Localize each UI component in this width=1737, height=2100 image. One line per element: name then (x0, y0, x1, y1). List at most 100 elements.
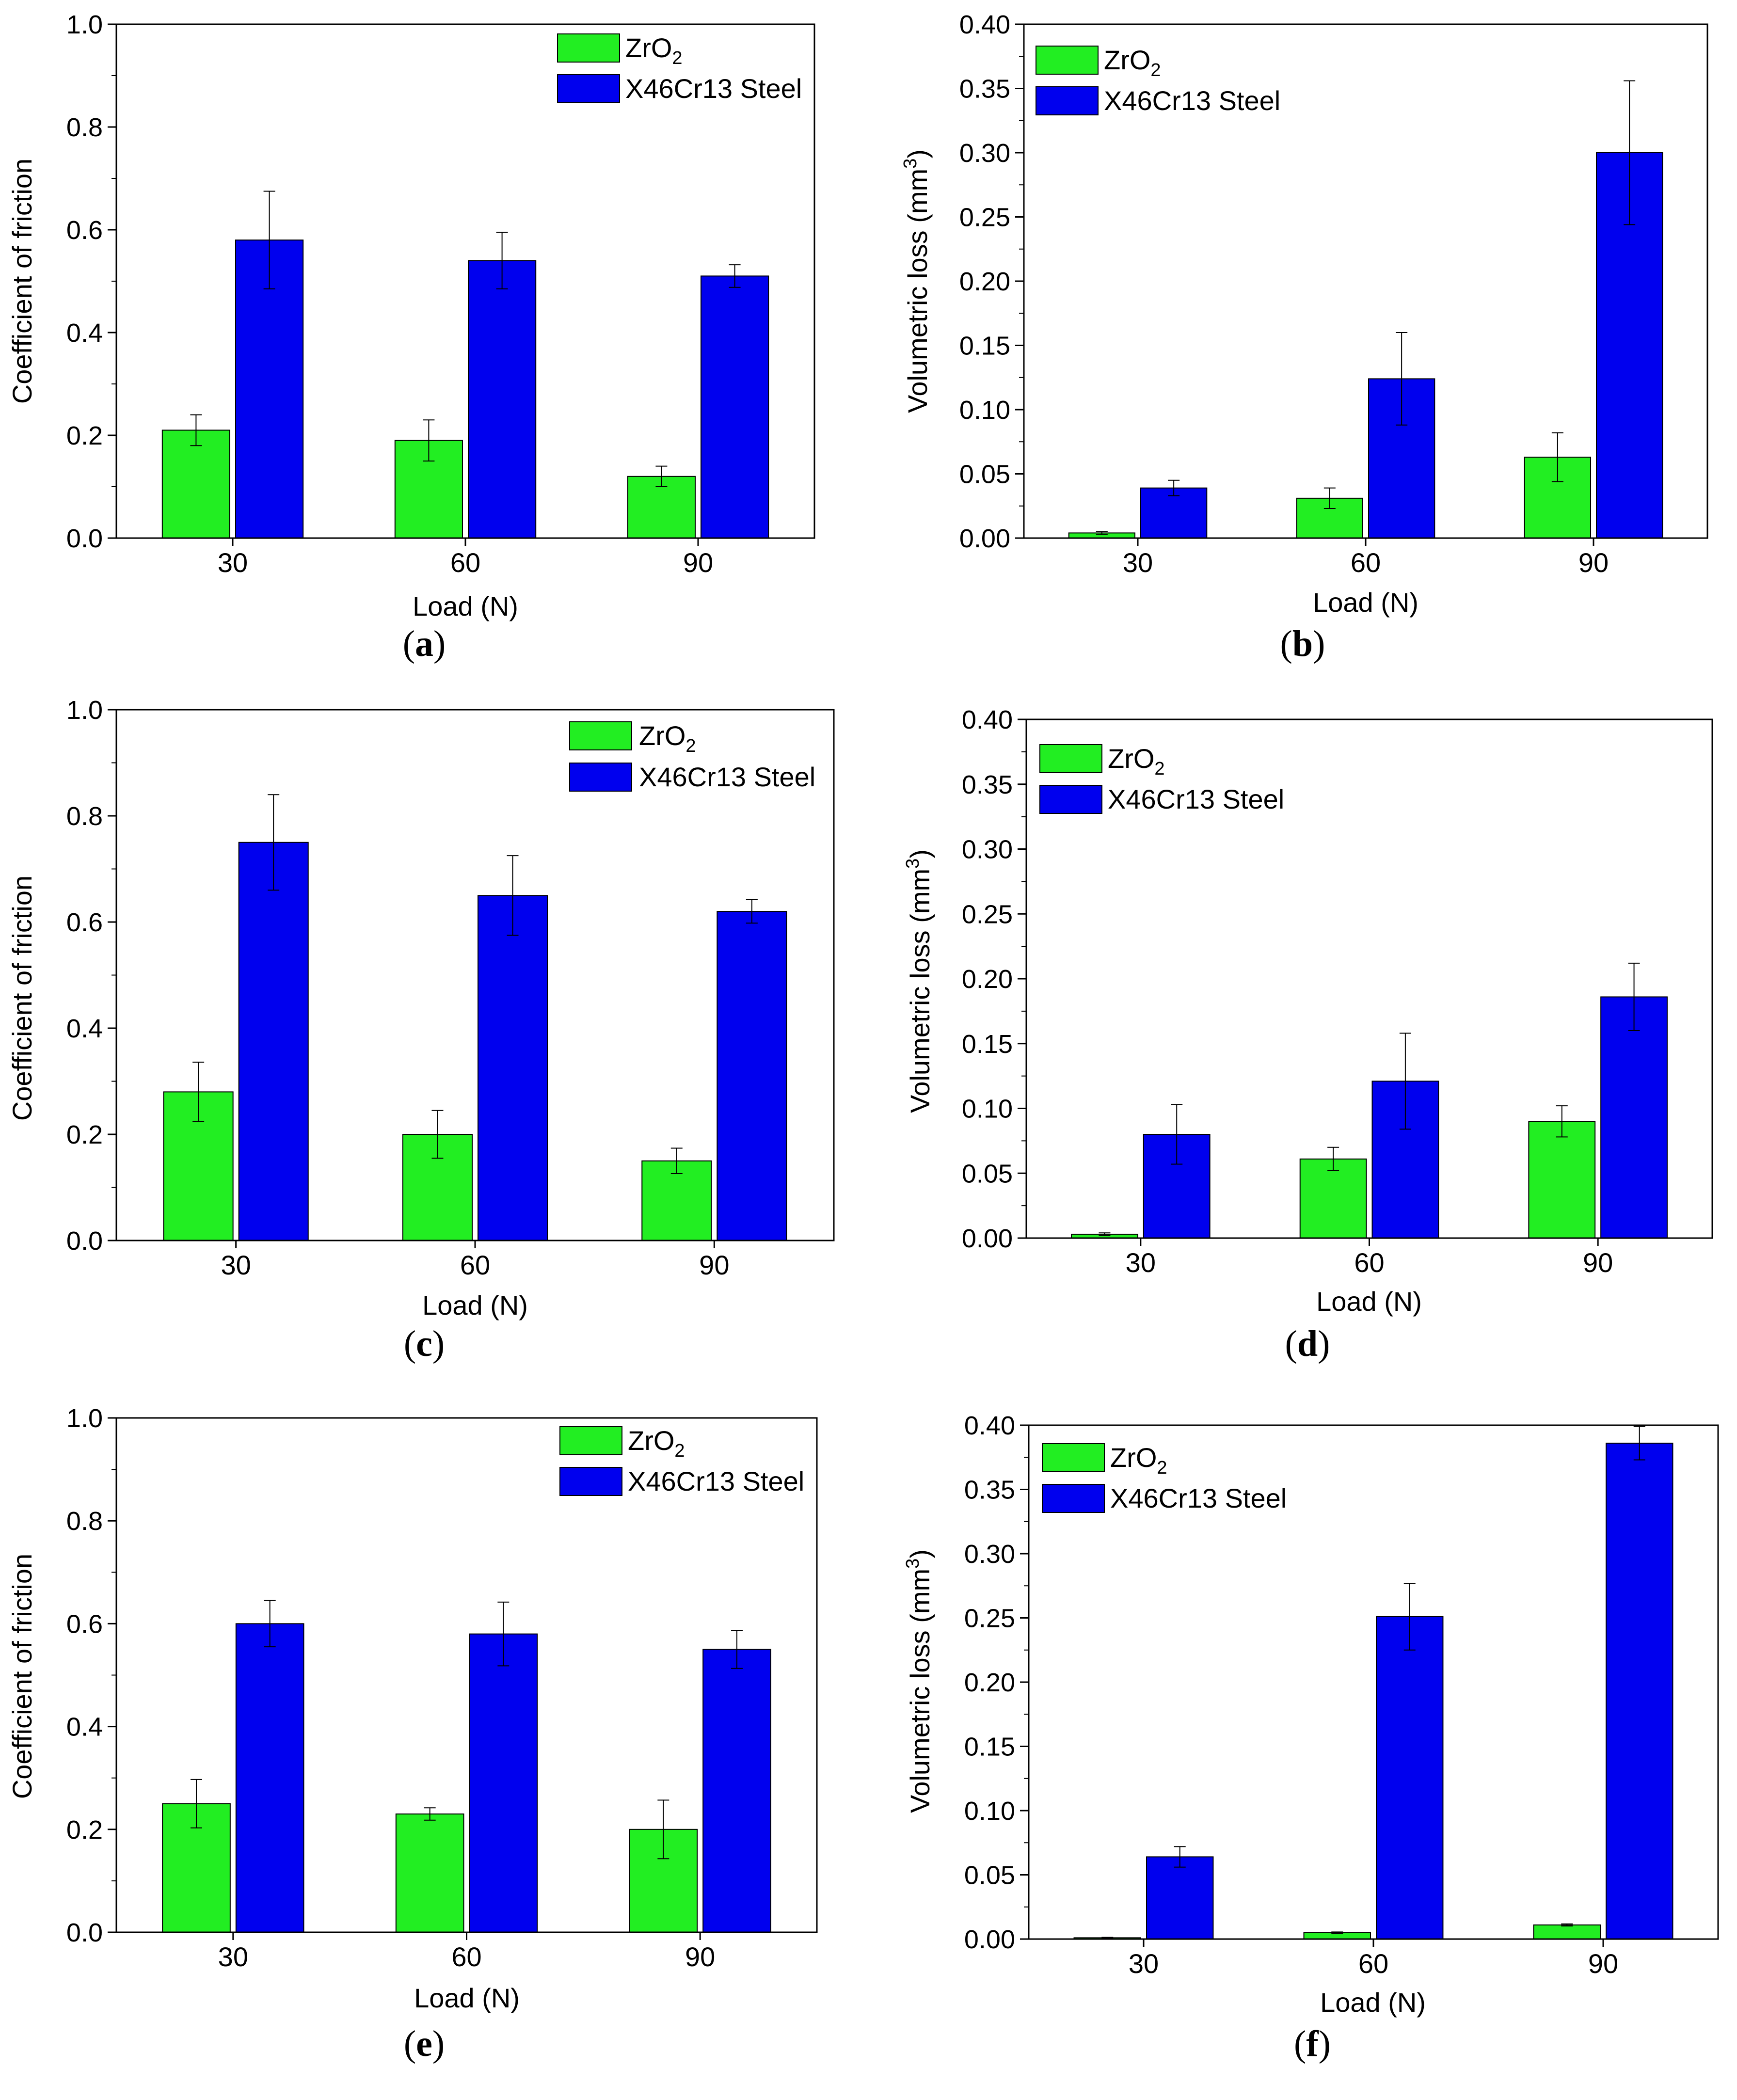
chart-panel-e: 30 60 90 0.0 0.2 0.4 0.6 0.8 1.0 Coefficient of … (0, 1400, 868, 2100)
x-tick-label: 90 (683, 547, 713, 578)
bar-zro2-30 (161, 430, 230, 539)
legend-label-steel: X46Cr13 Steel (639, 762, 815, 792)
x-tick-label: 60 (1354, 1247, 1384, 1278)
y-tick-label: 0.10 (964, 1797, 1015, 1826)
y-tick-label: 0.00 (959, 524, 1010, 553)
caption-f: (f) (1294, 2023, 1331, 2064)
bar-steel-30 (235, 1623, 304, 1933)
bar-zro2-90 (641, 1160, 712, 1241)
x-tick-label: 90 (699, 1250, 729, 1280)
bar-steel-90 (702, 1649, 771, 1933)
x-axis-label: Load (N) (1320, 1987, 1426, 2018)
legend-label-zro2: ZrO2 (1108, 743, 1165, 779)
y-tick-label: 0.30 (962, 835, 1013, 864)
y-tick-label: 0.30 (964, 1540, 1015, 1569)
x-tick-label: 30 (218, 547, 248, 578)
bar-zro2-90 (627, 476, 696, 539)
bar-steel-60 (478, 895, 548, 1241)
plot-area: 30 60 90 0.0 0.2 0.4 0.6 0.8 1.0 (66, 10, 815, 578)
chart-panel-b: 30 60 90 0.00 0.05 0.10 0.15 0.20 0.25 0.30 0.35 0.… (869, 0, 1737, 700)
x-tick-label: 90 (1588, 1948, 1618, 1979)
y-tick-label: 0.8 (66, 802, 103, 831)
y-axis-label: Coefficient of friction (7, 1554, 37, 1799)
y-tick-label: 0.10 (959, 396, 1010, 425)
caption-a: (a) (402, 623, 446, 664)
legend-label-zro2: ZrO2 (1104, 45, 1161, 80)
x-tick-label: 90 (685, 1941, 715, 1972)
bar-steel-90 (1606, 1443, 1673, 1940)
bar-zro2-60 (1299, 1158, 1367, 1239)
bar-steel-60 (469, 1633, 538, 1933)
y-tick-label: 0.15 (964, 1733, 1015, 1762)
bar-steel-60 (1376, 1616, 1444, 1940)
y-tick-label: 1.0 (66, 696, 103, 725)
bar-steel-90 (701, 275, 769, 539)
y-tick-label: 0.00 (962, 1224, 1013, 1253)
y-tick-label: 0.0 (66, 524, 103, 553)
legend-swatch-steel (559, 1467, 622, 1496)
bar-zro2-60 (395, 1813, 464, 1933)
y-tick-label: 0.2 (66, 1815, 103, 1845)
y-tick-label: 0.20 (962, 965, 1013, 994)
y-tick-label: 0.4 (66, 318, 103, 348)
x-axis-label: Load (N) (413, 591, 518, 621)
plot-frame (115, 23, 815, 539)
caption-d: (d) (1285, 1323, 1330, 1364)
plot-frame (1028, 1424, 1719, 1940)
y-tick-label: 0.15 (962, 1030, 1013, 1059)
plot-area: 30 60 90 0.00 0.05 0.10 0.15 0.20 0.25 0.30 0.35 0.… (962, 705, 1713, 1278)
legend-label-zro2: ZrO2 (628, 1425, 685, 1461)
x-tick-label: 90 (1583, 1247, 1613, 1278)
y-tick-label: 0.15 (959, 332, 1010, 361)
chart-d-svg: 30 60 90 0.00 0.05 0.10 0.15 0.20 0.25 0.30 0.35 0.… (903, 705, 1713, 1317)
x-tick-label: 30 (218, 1941, 248, 1972)
caption-e: (e) (403, 2023, 445, 2064)
chart-f-svg: 30 60 90 0.00 0.05 0.10 0.15 0.20 0.25 0.30 0.35 0.… (903, 1411, 1719, 2018)
y-tick-label: 0.40 (964, 1411, 1015, 1440)
plot-area: 30 60 90 0.00 0.05 0.10 0.15 0.20 0.25 0.30 0.35 0.… (964, 1411, 1719, 1979)
x-tick-label: 60 (450, 547, 480, 578)
x-tick-label: 90 (1578, 547, 1609, 578)
y-tick-label: 1.0 (66, 1404, 103, 1433)
y-tick-label: 1.0 (66, 10, 103, 39)
bar-steel-90 (717, 911, 787, 1241)
legend-label-steel: X46Cr13 Steel (1110, 1483, 1287, 1513)
legend-swatch-zro2 (559, 1426, 622, 1455)
legend-swatch-zro2 (1036, 46, 1099, 75)
legend-label-zro2: ZrO2 (639, 720, 696, 756)
y-tick-label: 0.35 (962, 770, 1013, 799)
x-axis-label: Load (N) (1313, 587, 1418, 618)
y-axis-label: Volumetric loss (mm3) (903, 1549, 935, 1813)
plot-frame (115, 1417, 818, 1933)
y-tick-label: 0.05 (959, 460, 1010, 489)
x-tick-label: 60 (460, 1250, 490, 1280)
x-tick-label: 30 (1123, 547, 1153, 578)
caption-c: (c) (403, 1323, 445, 1364)
legend-label-steel: X46Cr13 Steel (628, 1466, 804, 1496)
legend-label-steel: X46Cr13 Steel (1108, 784, 1284, 814)
y-tick-label: 0.25 (964, 1604, 1015, 1633)
x-tick-label: 30 (1129, 1948, 1159, 1979)
y-tick-label: 0.8 (66, 113, 103, 142)
y-tick-label: 0.25 (959, 203, 1010, 232)
y-axis-label: Volumetric loss (mm3) (903, 849, 935, 1113)
x-axis-label: Load (N) (414, 1983, 520, 2013)
plot-frame (1025, 718, 1713, 1239)
legend-swatch-steel (1042, 1484, 1105, 1513)
chart-panel-a: 30 60 90 0.0 0.2 0.4 0.6 0.8 1.0 Coefficient of … (0, 0, 868, 700)
legend-swatch-steel (569, 763, 632, 792)
y-tick-label: 0.25 (962, 900, 1013, 929)
y-tick-label: 0.2 (66, 1120, 103, 1149)
bar-steel-60 (468, 260, 537, 539)
bar-zro2-90 (1533, 1924, 1601, 1940)
y-tick-label: 0.4 (66, 1014, 103, 1043)
y-tick-label: 0.05 (962, 1159, 1013, 1188)
caption-b: (b) (1280, 623, 1325, 664)
chart-panel-d: 30 60 90 0.00 0.05 0.10 0.15 0.20 0.25 0.30 0.35 0.… (869, 700, 1737, 1400)
legend-label-steel: X46Cr13 Steel (625, 73, 802, 104)
y-tick-label: 0.4 (66, 1713, 103, 1742)
legend-swatch-zro2 (1039, 744, 1102, 773)
x-axis-label: Load (N) (1316, 1286, 1422, 1317)
y-tick-label: 0.0 (66, 1226, 103, 1256)
bar-steel-30 (238, 842, 309, 1241)
